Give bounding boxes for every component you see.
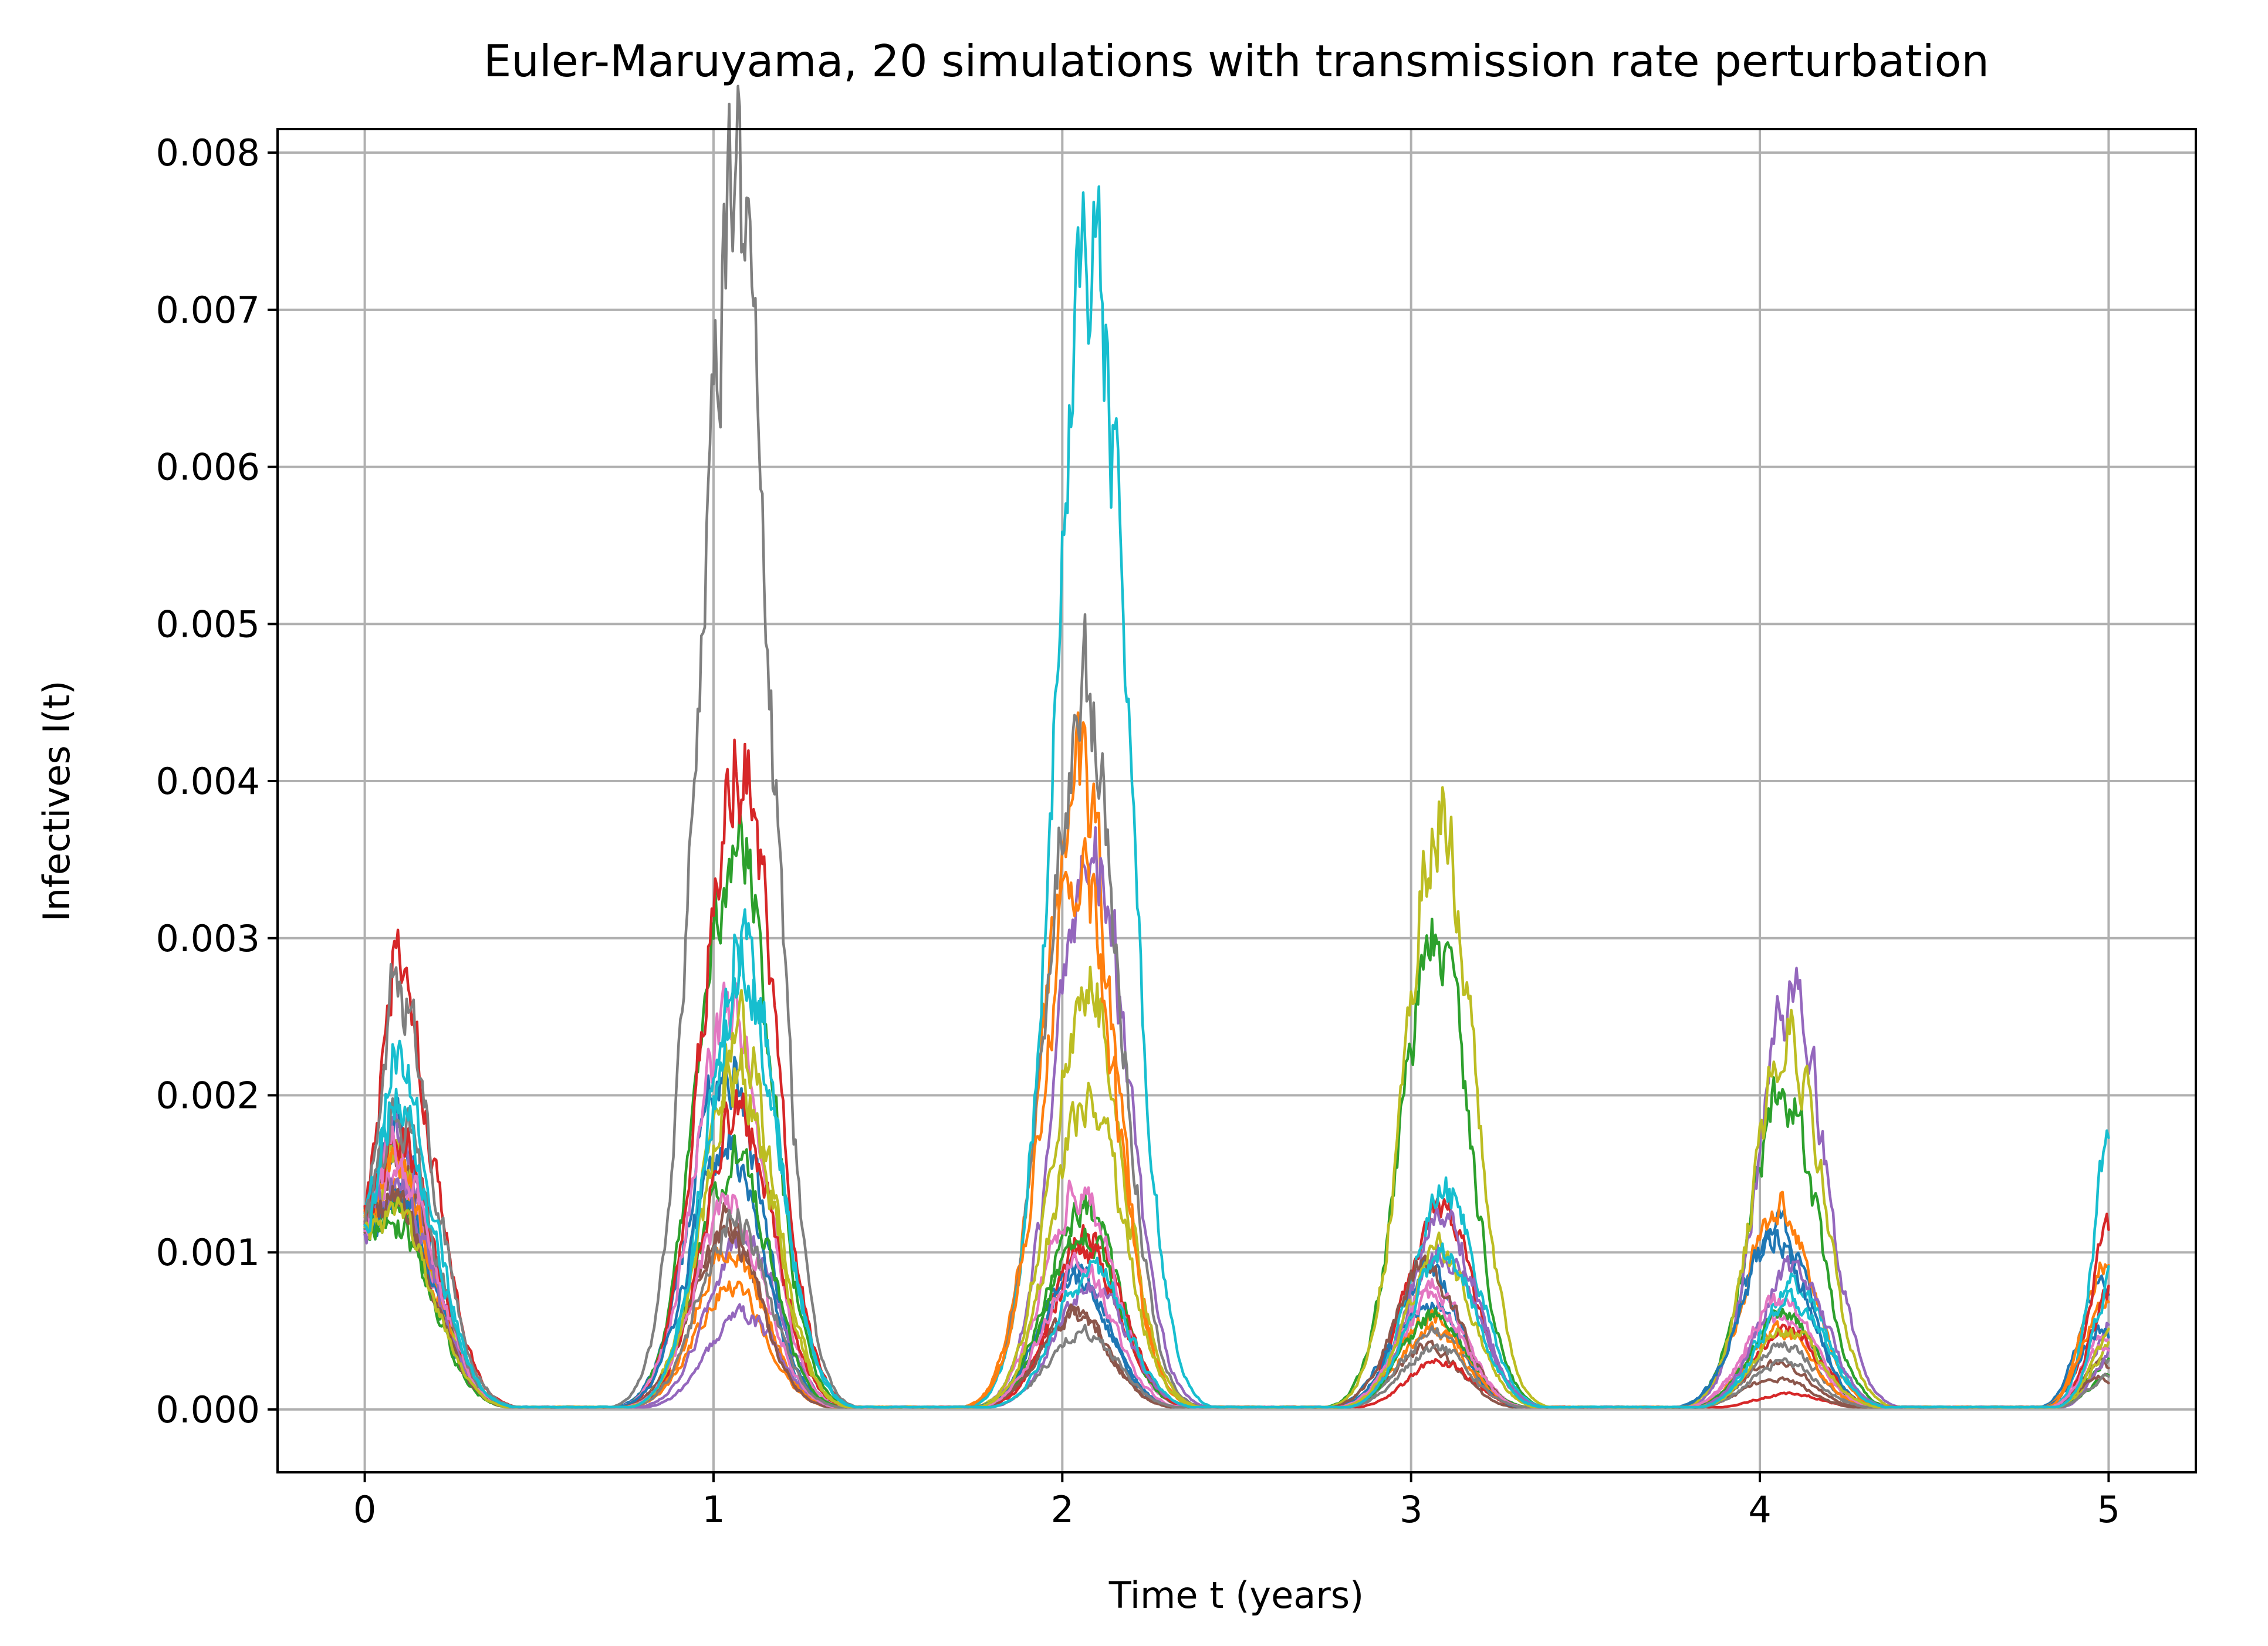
series-layer	[363, 85, 2110, 1409]
x-tick-label: 4	[1748, 1488, 1771, 1531]
series-line-15	[363, 1175, 2110, 1409]
x-axis-label: Time t (years)	[1108, 1574, 1364, 1617]
x-tick-label: 0	[353, 1488, 376, 1531]
chart-title: Euler-Maruyama, 20 simulations with tran…	[484, 35, 1989, 87]
grid-layer	[278, 129, 2196, 1472]
y-tick-label: 0.000	[156, 1388, 261, 1431]
series-line-5	[363, 826, 2110, 1409]
series-line-17	[363, 1123, 2110, 1409]
y-tick-label: 0.001	[156, 1231, 261, 1274]
series-line-13	[363, 1134, 2110, 1409]
series-line-6	[363, 1144, 2110, 1409]
y-axis-label: Infectives I(t)	[35, 681, 78, 922]
y-tick-label: 0.008	[156, 131, 261, 174]
series-line-9	[363, 786, 2110, 1409]
series-line-10	[363, 185, 2110, 1409]
series-line-3	[363, 808, 2110, 1409]
series-line-4	[363, 738, 2110, 1409]
series-line-7	[363, 981, 2110, 1409]
ticks-layer: 0 1 2 3 4 5 0.000 0.001 0.002 0.003 0.004 0.005 0.00…	[156, 131, 2121, 1531]
y-tick-label: 0.002	[156, 1074, 261, 1117]
y-tick-label: 0.007	[156, 289, 261, 332]
x-tick-label: 5	[2097, 1488, 2120, 1531]
series-line-20	[363, 935, 2110, 1409]
x-tick-label: 1	[702, 1488, 725, 1531]
series-line-1	[363, 1056, 2110, 1409]
series-line-8	[363, 85, 2110, 1409]
y-tick-label: 0.004	[156, 760, 261, 803]
y-tick-label: 0.006	[156, 446, 261, 489]
series-line-12	[363, 837, 2110, 1409]
plot-frame	[276, 128, 2197, 1473]
x-tick-label: 3	[1400, 1488, 1422, 1531]
series-line-11	[363, 1130, 2110, 1409]
y-tick-label: 0.005	[156, 603, 261, 645]
y-tick-label: 0.003	[156, 917, 261, 960]
x-tick-label: 2	[1051, 1488, 1074, 1531]
series-line-19	[363, 1047, 2110, 1409]
